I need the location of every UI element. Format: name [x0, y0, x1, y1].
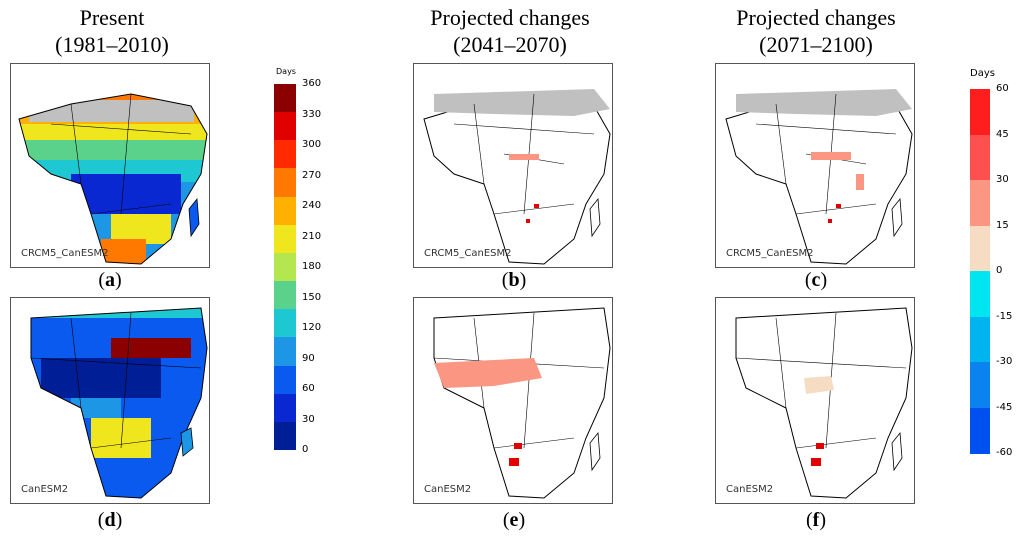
colorbar-present-tick-label: 180 — [302, 261, 322, 272]
paren-close: ) — [519, 269, 527, 291]
panel-letter-text: a — [105, 269, 115, 291]
map-panel-d: CanESM2 — [10, 297, 210, 504]
panel-letter-text: f — [812, 509, 820, 531]
colorbar-change-tick-label: -30 — [996, 356, 1013, 367]
africa-map-c — [725, 89, 913, 265]
paren-open: ( — [805, 509, 813, 531]
colorbar-present-tick-label: 270 — [302, 169, 322, 181]
column-title-line1: Present — [79, 5, 145, 30]
column-title-mid-century: Projected changes (2041–2070) — [400, 4, 620, 58]
colorbar-present-segment — [274, 84, 296, 113]
colorbar-present-segment — [274, 224, 296, 254]
map-panel-f: CanESM2 — [715, 297, 915, 504]
model-label: CanESM2 — [726, 484, 774, 495]
colorbar-present-segment — [274, 421, 296, 451]
colorbar-present-tick-label: 330 — [302, 108, 322, 120]
colorbar-change-segment — [970, 180, 990, 226]
paren-close: ) — [819, 509, 826, 531]
colorbar-present-tick-label: 300 — [302, 139, 322, 150]
panel-letter-text: b — [508, 269, 520, 291]
paren-close: ) — [518, 509, 526, 531]
colorbar-present-segment — [274, 168, 296, 198]
colorbar-change-segment — [970, 407, 990, 454]
model-label: CRCM5_CanESM2 — [21, 248, 109, 259]
colorbar-change-segment — [970, 271, 990, 317]
colorbar-change-tick-label: -45 — [996, 401, 1013, 413]
colorbar-change-segment — [970, 134, 990, 181]
africa-map-a — [18, 93, 208, 265]
colorbar-present-tick-label: 150 — [302, 291, 322, 303]
africa-map-f — [735, 307, 913, 499]
panel-letter-e: (e) — [484, 509, 544, 532]
colorbar-change-segment — [970, 89, 990, 135]
column-title-line2: (2071–2100) — [759, 32, 873, 57]
colorbar-change-tick-label: -60 — [996, 447, 1013, 458]
colorbar-present — [274, 84, 296, 451]
colorbar-change-tick-label: -15 — [996, 310, 1013, 322]
column-title-end-century: Projected changes (2071–2100) — [706, 4, 926, 58]
colorbar-change-tick-label: 30 — [996, 174, 1009, 185]
panel-letter-text: e — [509, 509, 519, 531]
map-panel-a: CRCM5_CanESM2 — [10, 63, 210, 268]
column-title-line2: (2041–2070) — [453, 32, 567, 57]
colorbar-present-tick-label: 120 — [302, 322, 322, 333]
colorbar-present-segment — [274, 281, 296, 310]
map-panel-b: CRCM5_CanESM2 — [413, 63, 613, 268]
colorbar-change-tick-label: 45 — [996, 128, 1009, 140]
colorbar-present-tick-label: 210 — [302, 230, 322, 242]
colorbar-present-segment — [274, 365, 296, 395]
paren-close: ) — [115, 269, 122, 291]
panel-letter-a: (a) — [80, 269, 140, 292]
paren-open: ( — [98, 269, 105, 291]
paren-open: ( — [501, 269, 509, 291]
model-label: CanESM2 — [21, 484, 69, 495]
colorbar-present-tick-label: 240 — [302, 200, 322, 211]
panel-letter-c: (c) — [786, 269, 846, 292]
colorbar-present-segment — [274, 393, 296, 423]
paren-close: ) — [115, 509, 123, 531]
colorbar-present-segment — [274, 309, 296, 338]
paren-close: ) — [820, 269, 828, 291]
colorbar-change-segment — [970, 362, 990, 408]
paren-open: ( — [97, 509, 105, 531]
colorbar-change-segment — [970, 316, 990, 363]
colorbar-change-tick-label: 0 — [996, 265, 1003, 276]
map-panel-e: CanESM2 — [413, 297, 613, 504]
column-title-line2: (1981–2010) — [55, 32, 169, 57]
colorbar-present-segment — [274, 140, 296, 169]
colorbar-present-tick-label: 30 — [302, 413, 315, 425]
model-label: CRCM5_CanESM2 — [726, 248, 814, 259]
colorbar-present-segment — [274, 252, 296, 282]
africa-map-e — [433, 307, 611, 499]
colorbar-change-segment — [970, 225, 990, 272]
paren-open: ( — [804, 269, 812, 291]
colorbar-present-tick-label: 0 — [302, 444, 309, 455]
panel-letter-text: c — [811, 269, 821, 291]
panel-letter-text: d — [104, 509, 116, 531]
column-title-present: Present (1981–2010) — [22, 4, 202, 58]
paren-open: ( — [502, 509, 510, 531]
colorbar-present-tick-label: 90 — [302, 352, 315, 364]
colorbar-present-segment — [274, 337, 296, 367]
colorbar-present-unit: Days — [276, 67, 296, 76]
colorbar-present-tick-label: 360 — [302, 78, 322, 89]
colorbar-present-tick-label: 60 — [302, 383, 315, 394]
column-title-line1: Projected changes — [736, 5, 896, 30]
colorbar-change-unit: Days — [970, 68, 995, 79]
model-label: CanESM2 — [424, 484, 472, 495]
africa-map-d — [30, 307, 208, 499]
africa-map-b — [423, 89, 611, 265]
model-label: CRCM5_CanESM2 — [424, 248, 512, 259]
colorbar-change — [970, 89, 990, 454]
colorbar-change-tick-label: 15 — [996, 219, 1009, 231]
colorbar-present-segment — [274, 112, 296, 141]
column-title-line1: Projected changes — [430, 5, 590, 30]
map-panel-c: CRCM5_CanESM2 — [715, 63, 915, 268]
panel-letter-b: (b) — [484, 269, 544, 292]
colorbar-change-tick-label: 60 — [996, 83, 1009, 94]
panel-letter-f: (f) — [786, 509, 846, 532]
colorbar-present-segment — [274, 196, 296, 226]
panel-letter-d: (d) — [80, 509, 140, 532]
